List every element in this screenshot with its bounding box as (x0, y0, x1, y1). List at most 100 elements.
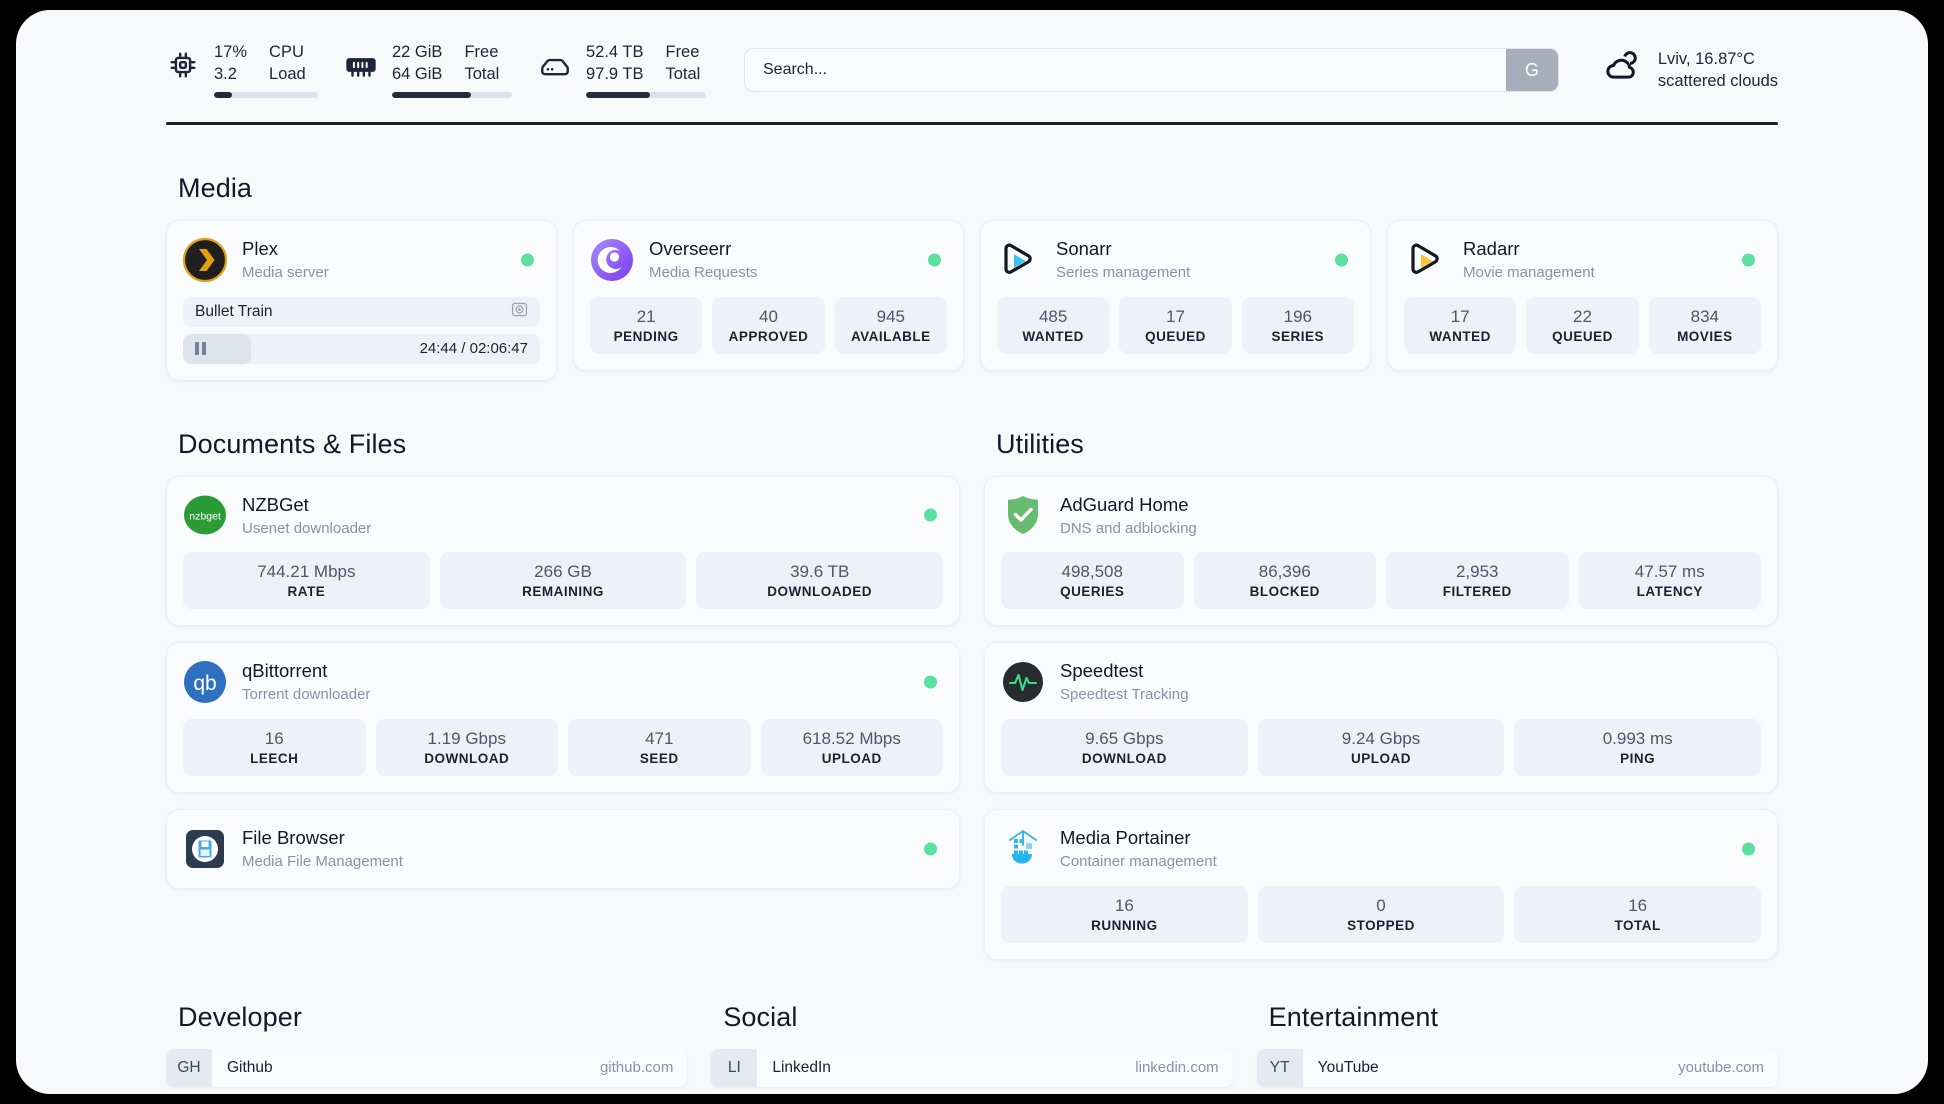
card-titles: Radarr Movie management (1463, 237, 1595, 283)
app-subtitle: Usenet downloader (242, 519, 372, 537)
service-card-sonarr[interactable]: Sonarr Series management 485 WANTED 17 QUEUED… (980, 220, 1371, 371)
stat-value: 21 (636, 306, 656, 326)
bookmark-abbr: LI (711, 1048, 758, 1087)
header-divider (166, 122, 1778, 125)
disk-total: 97.9 TB (586, 64, 644, 83)
card-titles: File Browser Media File Management (242, 826, 403, 872)
stat-box[interactable]: 16 TOTAL (1514, 885, 1762, 943)
service-card-radarr[interactable]: Radarr Movie management 17 WANTED 22 QUEUED 83… (1387, 220, 1778, 371)
stat-value: 485 (1038, 306, 1068, 326)
section-title-utilities: Utilities (996, 428, 1084, 459)
stat-value: 1.19 Gbps (427, 728, 506, 748)
svg-text:qb: qb (193, 672, 216, 695)
app-subtitle: Media server (242, 264, 329, 282)
service-card-media-portainer[interactable]: Media Portainer Container management 16 RUN… (984, 809, 1778, 960)
stat-box[interactable]: 498,508 QUERIES (1001, 552, 1184, 610)
ram-icon (344, 48, 378, 82)
pause-icon[interactable] (195, 342, 206, 356)
stat-caption: QUEUED (1552, 328, 1613, 344)
stat-box[interactable]: 17 QUEUED (1119, 296, 1232, 354)
stat-box[interactable]: 22 QUEUED (1526, 296, 1639, 354)
now-playing-title: Bullet Train (195, 302, 273, 320)
status-dot-online (924, 675, 937, 689)
stat-box[interactable]: 0.993 ms PING (1514, 718, 1762, 777)
stat-box[interactable]: 16 LEECH (183, 718, 366, 777)
stat-box[interactable]: 40 APPROVED (712, 296, 825, 354)
portainer-icon (1001, 827, 1045, 871)
stat-box[interactable]: 2,953 FILTERED (1386, 552, 1569, 610)
playback-progress-bar[interactable]: 24:44 / 02:06:47 (183, 333, 540, 364)
status-dot-online (924, 842, 937, 856)
stats-row: 21 PENDING 40 APPROVED 945 AVAILABLE (590, 296, 947, 354)
search-bar[interactable]: G (744, 48, 1559, 92)
stat-value: 471 (645, 728, 674, 748)
stat-box[interactable]: 744.21 Mbps RATE (183, 552, 430, 610)
bookmark-group-title: Developer (178, 1001, 302, 1032)
now-playing-row[interactable]: Bullet Train (183, 296, 540, 327)
stat-box[interactable]: 21 PENDING (590, 296, 703, 354)
stat-box[interactable]: 266 GB REMAINING (439, 552, 687, 610)
stat-value: 196 (1283, 306, 1312, 326)
stat-box[interactable]: 1.19 Gbps DOWNLOAD (375, 718, 558, 777)
section-title-media: Media (178, 173, 253, 203)
stat-box[interactable]: 39.6 TB DOWNLOADED (696, 552, 944, 610)
stat-box[interactable]: 47.57 ms LATENCY (1578, 552, 1761, 610)
app-subtitle: Torrent downloader (242, 686, 371, 704)
stat-box[interactable]: 0 STOPPED (1257, 885, 1505, 943)
stat-box[interactable]: 16 RUNNING (1001, 885, 1248, 943)
bookmark-list: LILinkedInlinkedin.comTWTwittertwitter.c… (711, 1048, 1233, 1094)
bookmark-group-entertainment: EntertainmentYTYouTubeyoutube.comNFNetfl… (1256, 1002, 1778, 1094)
stat-box[interactable]: 17 WANTED (1404, 296, 1517, 354)
documents-column: Documents & Files nzbget NZBGet Usenet dow… (166, 381, 960, 889)
service-card-speedtest[interactable]: Speedtest Speedtest Tracking 9.65 Gbps DOWN… (984, 642, 1778, 794)
service-card-overseerr[interactable]: Overseerr Media Requests 21 PENDING 40 APPROV… (573, 220, 964, 371)
cpu-stat-group: 17% 3.2 CPU Load (166, 42, 318, 98)
stat-caption: PENDING (613, 328, 679, 344)
stat-value: 9.65 Gbps (1085, 728, 1164, 748)
ram-usage-bar (392, 91, 512, 98)
stat-box[interactable]: 834 MOVIES (1648, 296, 1761, 354)
bookmark-name: Github (227, 1058, 273, 1076)
card-titles: Overseerr Media Requests (649, 237, 757, 283)
service-card-file-browser[interactable]: File Browser Media File Management (166, 809, 960, 889)
search-submit-button[interactable]: G (1505, 49, 1558, 91)
service-card-qbittorrent[interactable]: qb qBittorrent Torrent downloader 16 LEECH 1.… (166, 642, 960, 794)
stat-value: 86,396 (1258, 562, 1311, 582)
bookmarks-grid: DeveloperGHGithubgithub.comSOStackOverfl… (166, 1002, 1778, 1094)
service-card-plex[interactable]: Plex Media server Bullet Train 24:44 / 02:0… (166, 220, 557, 381)
stat-box[interactable]: 9.24 Gbps UPLOAD (1257, 718, 1505, 777)
app-name: Plex (242, 238, 278, 259)
bookmark-name: LinkedIn (772, 1058, 831, 1076)
stat-value: 945 (876, 306, 905, 326)
cast-icon[interactable] (510, 300, 529, 324)
app-name: Overseerr (649, 238, 732, 259)
media-card-grid: Plex Media server Bullet Train 24:44 / 02:0… (166, 220, 1778, 381)
sonarr-icon (997, 238, 1041, 282)
stat-box[interactable]: 945 AVAILABLE (834, 296, 947, 354)
stat-box[interactable]: 9.65 Gbps DOWNLOAD (1001, 718, 1248, 777)
search-input[interactable] (745, 61, 1506, 79)
stat-box[interactable]: 196 SERIES (1241, 296, 1354, 354)
service-card-adguard-home[interactable]: AdGuard Home DNS and adblocking 498,508 QUE… (984, 475, 1778, 627)
app-subtitle: Media Requests (649, 264, 758, 282)
bookmark-item[interactable]: GH Github github.com (166, 1048, 688, 1087)
ram-total: 64 GiB (392, 64, 443, 83)
documents-card-stack: nzbget NZBGet Usenet downloader 744.21 Mbps… (166, 475, 960, 889)
qbittorrent-icon: qb (183, 660, 227, 704)
disk-label-1: Free (665, 43, 700, 62)
stat-box[interactable]: 618.52 Mbps UPLOAD (760, 718, 943, 777)
stat-box[interactable]: 86,396 BLOCKED (1193, 552, 1376, 610)
stat-caption: APPROVED (728, 328, 809, 344)
stat-caption: RUNNING (1091, 917, 1158, 933)
cpu-label-1: CPU (269, 43, 304, 62)
bookmark-item[interactable]: LI LinkedIn linkedin.com (711, 1048, 1233, 1087)
stat-box[interactable]: 471 SEED (568, 718, 751, 777)
card-header: AdGuard Home DNS and adblocking (1001, 493, 1761, 539)
bookmark-item[interactable]: YT YouTube youtube.com (1256, 1048, 1778, 1087)
service-card-nzbget[interactable]: nzbget NZBGet Usenet downloader 744.21 Mbps… (166, 475, 960, 627)
stat-box[interactable]: 485 WANTED (997, 296, 1110, 354)
stat-caption: WANTED (1022, 328, 1084, 344)
weather-location-temp: Lviv, 16.87°C (1657, 49, 1755, 68)
disk-label-2: Total (665, 64, 701, 83)
stats-row: 485 WANTED 17 QUEUED 196 SERIES (997, 296, 1354, 354)
